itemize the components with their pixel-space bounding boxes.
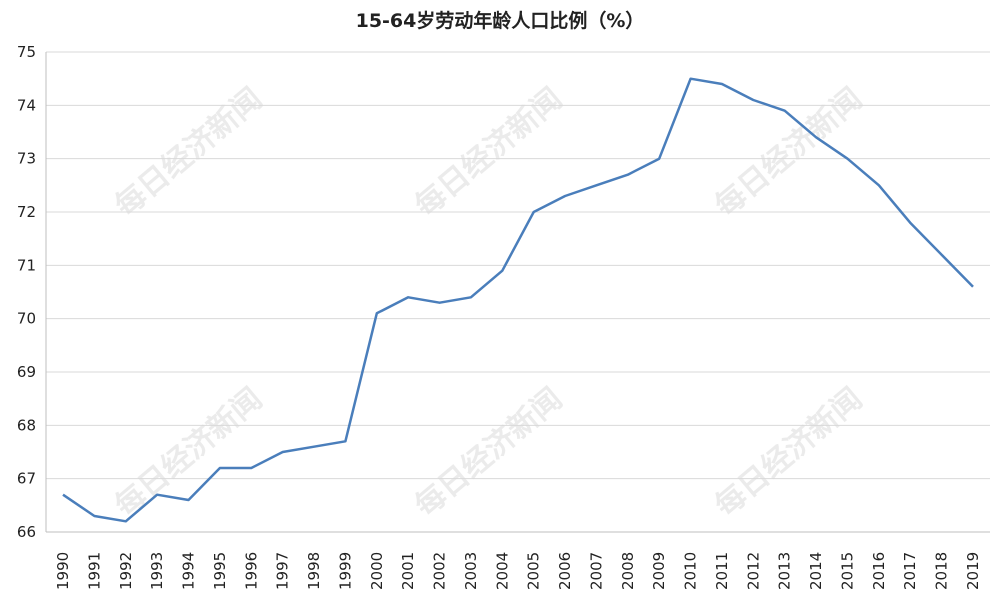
series-line-0 <box>62 77 974 523</box>
x-tick-label: 1996 <box>242 552 260 590</box>
y-tick-label: 72 <box>17 203 36 221</box>
y-tick-label: 75 <box>17 43 36 61</box>
x-tick-label: 1998 <box>305 552 323 590</box>
x-tick-label: 1997 <box>274 552 292 590</box>
y-tick-label: 66 <box>17 523 36 541</box>
series-layer <box>62 77 974 523</box>
x-tick-label: 1991 <box>85 552 103 590</box>
x-tick-label: 2005 <box>525 552 543 590</box>
x-tick-label: 1992 <box>117 552 135 590</box>
x-tick-label: 1995 <box>211 552 229 590</box>
y-tick-labels: 66 67 68 69 70 71 72 73 74 75 <box>17 43 36 541</box>
x-tick-label: 2013 <box>776 552 794 590</box>
y-tick-label: 70 <box>17 310 36 328</box>
y-tick-label: 73 <box>17 150 36 168</box>
x-tick-label: 1994 <box>180 552 198 590</box>
y-tick-label: 68 <box>17 416 36 434</box>
x-tick-label: 2001 <box>399 552 417 590</box>
y-tick-label: 69 <box>17 363 36 381</box>
x-tick-label: 2011 <box>713 552 731 590</box>
x-tick-label: 2003 <box>462 552 480 590</box>
watermark-2: 每日经济新闻 <box>709 81 869 224</box>
x-tick-label: 2019 <box>964 552 982 590</box>
x-tick-label: 2004 <box>493 552 511 590</box>
watermark-5: 每日经济新闻 <box>709 381 869 524</box>
chart-title: 15-64岁劳动年龄人口比例（%） <box>355 10 645 32</box>
x-tick-label: 2007 <box>587 552 605 590</box>
x-tick-label: 2000 <box>368 552 386 590</box>
y-tick-label: 67 <box>17 470 36 488</box>
y-tick-label: 74 <box>17 96 36 114</box>
x-tick-label: 1990 <box>54 552 72 590</box>
x-tick-label: 2016 <box>870 552 888 590</box>
watermark-4: 每日经济新闻 <box>409 381 569 524</box>
x-tick-label: 2010 <box>682 552 700 590</box>
x-tick-label: 2012 <box>744 552 762 590</box>
watermark-3: 每日经济新闻 <box>109 381 269 524</box>
x-tick-label: 2006 <box>556 552 574 590</box>
watermark-1: 每日经济新闻 <box>409 81 569 224</box>
x-tick-label: 2017 <box>901 552 919 590</box>
x-tick-label: 2014 <box>807 552 825 590</box>
x-tick-label: 2009 <box>650 552 668 590</box>
x-tick-label: 2008 <box>619 552 637 590</box>
x-tick-label: 2002 <box>431 552 449 590</box>
x-tick-labels: 1990 1991 1992 1993 1994 1995 1996 1997 1998 1999… <box>54 552 982 590</box>
x-tick-label: 1999 <box>336 552 354 590</box>
x-tick-label: 2018 <box>933 552 951 590</box>
x-tick-label: 1993 <box>148 552 166 590</box>
grid-lines <box>45 51 990 533</box>
y-tick-label: 71 <box>17 256 36 274</box>
watermark-0: 每日经济新闻 <box>109 81 269 224</box>
x-tick-label: 2015 <box>838 552 856 590</box>
